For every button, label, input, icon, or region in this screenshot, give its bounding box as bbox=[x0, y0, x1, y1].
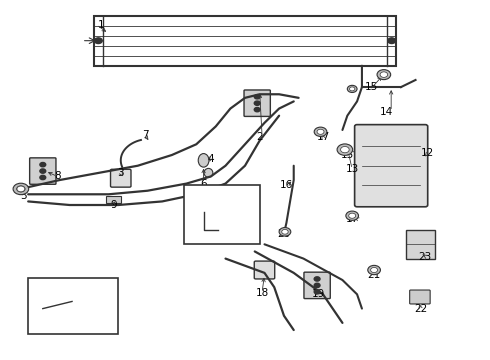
FancyBboxPatch shape bbox=[410, 290, 430, 304]
FancyBboxPatch shape bbox=[304, 272, 330, 298]
Text: 14: 14 bbox=[380, 107, 393, 117]
FancyBboxPatch shape bbox=[30, 158, 56, 184]
Text: 6: 6 bbox=[200, 179, 207, 189]
FancyBboxPatch shape bbox=[355, 125, 428, 207]
Circle shape bbox=[346, 211, 359, 220]
Circle shape bbox=[254, 95, 260, 99]
Text: 18: 18 bbox=[255, 288, 269, 297]
Text: 3: 3 bbox=[118, 168, 124, 178]
Bar bbox=[406, 230, 435, 258]
Circle shape bbox=[254, 108, 260, 112]
Circle shape bbox=[341, 147, 349, 153]
Bar bbox=[94, 16, 396, 66]
Circle shape bbox=[17, 186, 25, 192]
Text: 1: 1 bbox=[98, 19, 104, 30]
Text: 19: 19 bbox=[312, 289, 325, 299]
Circle shape bbox=[40, 175, 46, 180]
Circle shape bbox=[282, 229, 288, 234]
Bar bbox=[184, 185, 260, 244]
Bar bbox=[411, 296, 425, 303]
Circle shape bbox=[279, 228, 291, 236]
Circle shape bbox=[314, 283, 320, 288]
Text: 23: 23 bbox=[418, 252, 432, 262]
Text: 4: 4 bbox=[208, 154, 214, 163]
FancyBboxPatch shape bbox=[244, 90, 270, 116]
Circle shape bbox=[100, 308, 107, 313]
Circle shape bbox=[349, 87, 355, 91]
Circle shape bbox=[388, 38, 395, 44]
Text: 8: 8 bbox=[54, 171, 61, 181]
Bar bbox=[106, 196, 121, 203]
Bar bbox=[28, 278, 118, 334]
Circle shape bbox=[79, 303, 95, 314]
Text: 17: 17 bbox=[317, 132, 330, 142]
Circle shape bbox=[377, 69, 391, 80]
Text: 9: 9 bbox=[110, 200, 117, 210]
Text: 2: 2 bbox=[256, 132, 263, 142]
Ellipse shape bbox=[198, 154, 209, 167]
Circle shape bbox=[17, 186, 25, 192]
FancyBboxPatch shape bbox=[201, 200, 221, 217]
Circle shape bbox=[314, 290, 320, 294]
FancyBboxPatch shape bbox=[254, 261, 275, 279]
Circle shape bbox=[314, 127, 327, 136]
Text: 11: 11 bbox=[65, 320, 79, 330]
Circle shape bbox=[98, 306, 110, 315]
Text: 16: 16 bbox=[280, 180, 293, 190]
Circle shape bbox=[347, 85, 357, 93]
Circle shape bbox=[314, 277, 320, 281]
Circle shape bbox=[380, 72, 388, 77]
Circle shape bbox=[254, 101, 260, 105]
Text: 7: 7 bbox=[142, 130, 148, 140]
Text: 17: 17 bbox=[345, 214, 359, 224]
Text: 13: 13 bbox=[345, 164, 359, 174]
Ellipse shape bbox=[204, 168, 213, 177]
Text: 10: 10 bbox=[212, 197, 225, 206]
Text: 15: 15 bbox=[341, 150, 354, 160]
FancyBboxPatch shape bbox=[47, 293, 68, 310]
Circle shape bbox=[337, 144, 353, 156]
Text: 20: 20 bbox=[277, 229, 291, 239]
Circle shape bbox=[368, 265, 380, 275]
Text: 5: 5 bbox=[20, 191, 26, 201]
Circle shape bbox=[229, 220, 237, 226]
Circle shape bbox=[13, 183, 29, 195]
Text: 22: 22 bbox=[414, 303, 427, 314]
Circle shape bbox=[370, 267, 378, 273]
Text: 15: 15 bbox=[365, 82, 378, 92]
Text: 21: 21 bbox=[368, 270, 381, 280]
Circle shape bbox=[225, 217, 240, 228]
Circle shape bbox=[317, 129, 324, 134]
FancyBboxPatch shape bbox=[111, 169, 131, 187]
Text: 12: 12 bbox=[421, 148, 434, 158]
Circle shape bbox=[40, 162, 46, 167]
Circle shape bbox=[40, 169, 46, 173]
Circle shape bbox=[349, 213, 356, 218]
Circle shape bbox=[82, 305, 91, 312]
Circle shape bbox=[95, 38, 102, 44]
